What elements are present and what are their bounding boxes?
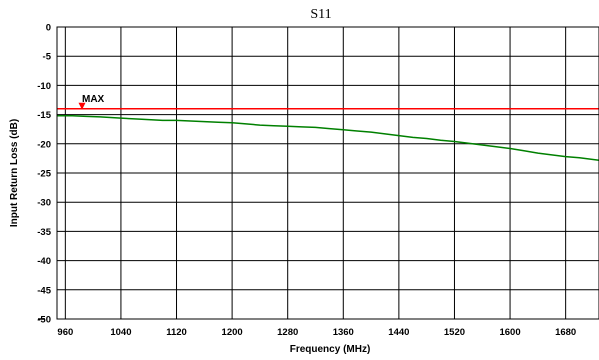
max-limit-marker [78, 102, 86, 110]
y-axis-label: Input Return Loss (dB) [9, 119, 20, 227]
x-tick-label: 1280 [277, 327, 298, 338]
max-limit: MAX [57, 94, 599, 110]
x-axis-label: Frequency (MHz) [290, 344, 371, 355]
y-tick-label: -40 [37, 256, 51, 267]
x-tick-label: 960 [57, 327, 73, 338]
y-tick-label: -20 [37, 139, 51, 150]
y-tick-label: -35 [37, 227, 51, 238]
chart-title: S11 [310, 7, 331, 22]
x-tick-label: 1360 [333, 327, 354, 338]
plot-border [56, 26, 599, 320]
x-tick-label: 1440 [388, 327, 409, 338]
x-tick-label: 1600 [499, 327, 520, 338]
x-tick-label: 1120 [166, 327, 187, 338]
y-tick-label: -10 [37, 81, 51, 92]
y-tick-label: -25 [37, 169, 51, 180]
y-tick-label: -30 [37, 198, 51, 209]
y-tick-label: 0 [46, 23, 51, 34]
s11-series-line [57, 115, 599, 161]
y-tick-labels: 0 -5 -10 -15 -20 -25 -30 -35 -40 -45 -50 [37, 23, 51, 326]
x-tick-label: 1040 [110, 327, 131, 338]
x-tick-labels: 960 1040 1120 1200 1280 1360 1440 1520 1600 1680 [57, 327, 576, 338]
y-tick-label: -50 [37, 315, 51, 326]
y-tick-label: -5 [43, 52, 52, 63]
y-tick-label: -15 [37, 110, 51, 121]
x-tick-label: 1680 [555, 327, 576, 338]
x-tick-label: 1200 [222, 327, 243, 338]
max-limit-label: MAX [82, 94, 105, 105]
y-tick-label: -45 [37, 285, 51, 296]
x-tick-label: 1520 [444, 327, 465, 338]
